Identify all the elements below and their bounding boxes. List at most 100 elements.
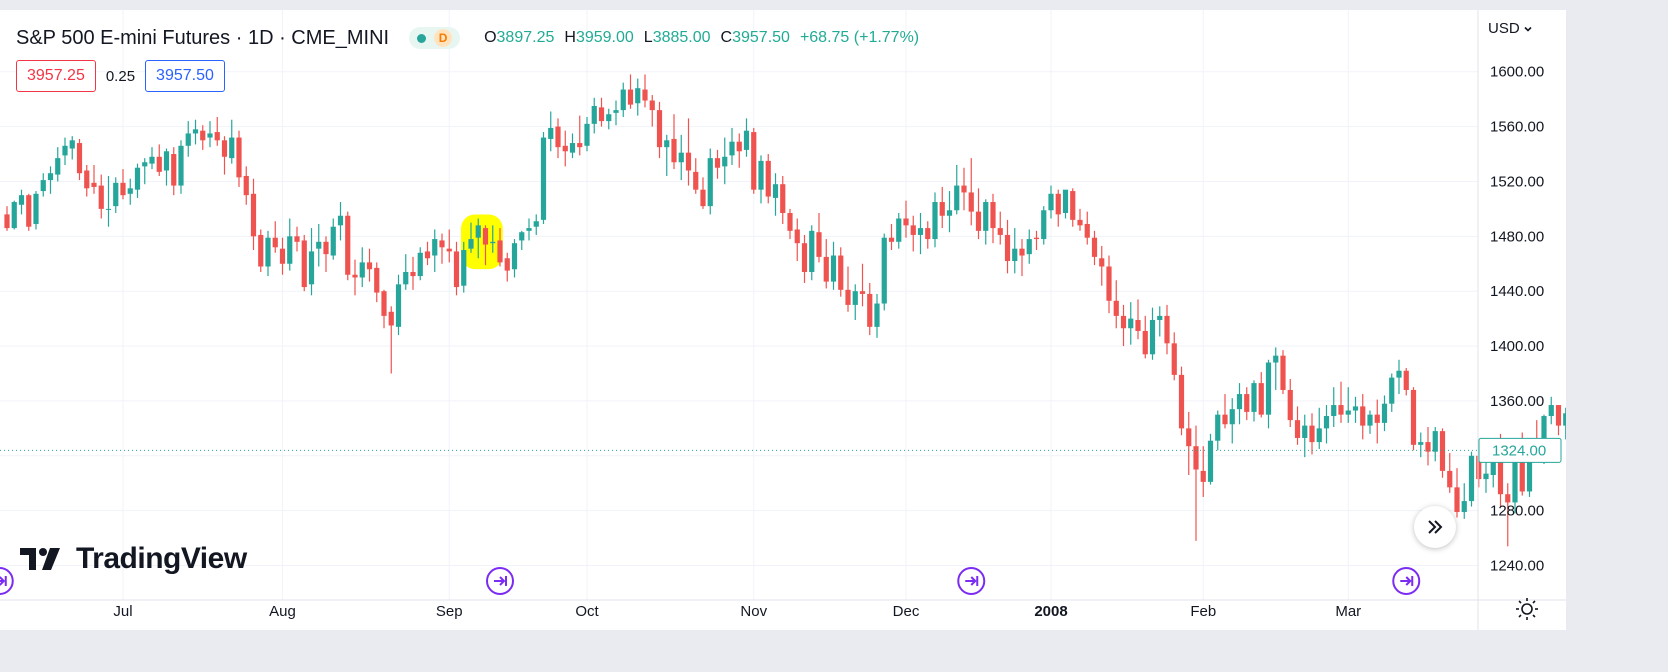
candle-body (1280, 355, 1286, 390)
candle (207, 121, 213, 148)
candle-body (1374, 414, 1380, 423)
candle-body (221, 140, 228, 157)
currency-label: USD (1488, 20, 1520, 37)
candle-body (1229, 409, 1235, 425)
candle-body (845, 289, 851, 305)
candle-body (403, 271, 409, 285)
x-tick-label: Aug (269, 603, 296, 620)
candle (635, 78, 641, 116)
candle (606, 108, 612, 130)
candle-body (801, 243, 808, 272)
candle-body (1468, 455, 1475, 502)
tradingview-logo: TradingView (20, 542, 247, 576)
candle (214, 116, 220, 146)
candle-body (1323, 416, 1330, 429)
candlestick-chart[interactable]: 1600.00 1560.00 1520.00 1480.00 1440.00 1400.… (0, 10, 1566, 630)
candle-body (1461, 501, 1467, 513)
candle-body (149, 156, 155, 164)
candle (620, 82, 626, 117)
ohlc-value: 3897.25 (496, 29, 555, 46)
candle (1548, 396, 1554, 425)
candle-body (113, 182, 119, 207)
candle (1041, 206, 1047, 245)
candle (627, 74, 634, 109)
candle (308, 228, 315, 296)
candle-body (896, 218, 902, 242)
candle (910, 215, 916, 252)
candle (446, 229, 452, 263)
currency-selector[interactable]: USD (1488, 20, 1533, 37)
candle-body (1352, 406, 1359, 411)
candle (1425, 426, 1431, 466)
x-tick-label: Sep (436, 603, 463, 620)
candle (1135, 299, 1141, 340)
candle (1070, 188, 1076, 227)
scroll-to-realtime-button[interactable] (1414, 506, 1456, 548)
candle-body (272, 237, 278, 248)
candle (294, 226, 300, 252)
candle-body (127, 188, 133, 194)
event-marker-arrow (494, 576, 507, 586)
candle-body (533, 221, 539, 227)
buy-price-button[interactable]: 3957.50 (145, 60, 225, 92)
candle-body (925, 228, 931, 240)
candle-body (374, 267, 380, 293)
candle (134, 163, 141, 198)
candle-body (1099, 258, 1105, 267)
candle-body (555, 126, 561, 148)
candle (40, 173, 46, 197)
candle (403, 254, 409, 290)
candle (780, 175, 786, 224)
candle (751, 127, 757, 194)
candle-body (656, 110, 663, 148)
candle-body (1519, 442, 1525, 492)
candle-body (178, 145, 184, 186)
candle-body (1447, 470, 1453, 488)
market-status-pill[interactable]: D (409, 27, 461, 49)
candle-body (250, 193, 257, 237)
candle (917, 213, 924, 255)
candle-body (76, 143, 83, 174)
candle-body (410, 271, 416, 277)
y-tick-label: 1480.00 (1490, 228, 1544, 245)
candle (11, 200, 17, 230)
sun-settings-icon (1516, 598, 1538, 620)
candle (852, 284, 858, 320)
grid (0, 10, 1478, 600)
candle (1062, 189, 1069, 219)
candle-body (497, 240, 503, 263)
candle-body (446, 248, 452, 252)
candle-body (417, 252, 423, 277)
y-tick-label: 1600.00 (1490, 64, 1544, 81)
x-tick-label: Dec (893, 603, 920, 620)
candle-body (1425, 442, 1431, 452)
candle-body (1244, 394, 1250, 412)
sell-price-button[interactable]: 3957.25 (16, 60, 96, 92)
candle (961, 167, 967, 211)
candle-body (265, 237, 271, 267)
candle-body (134, 167, 141, 190)
candle (1265, 359, 1272, 429)
chart-settings-button[interactable] (1514, 596, 1540, 622)
candle-body (18, 195, 25, 205)
candle-body (395, 284, 402, 327)
candle-body (345, 215, 351, 275)
candle (997, 211, 1003, 245)
candle (1157, 306, 1163, 337)
event-marker-icon (1392, 567, 1421, 595)
candle-body (852, 291, 858, 305)
candle (55, 147, 61, 182)
candle (881, 233, 887, 311)
ohlc-item: L3885.00 (644, 29, 711, 47)
candle (120, 169, 126, 200)
symbol-title[interactable]: S&P 500 E-mini Futures · 1D · CME_MINI (16, 26, 390, 49)
candle (381, 289, 387, 329)
candle (113, 177, 119, 214)
candle (1026, 229, 1032, 264)
candle (105, 175, 112, 227)
candle-body (859, 291, 866, 294)
candle-body (743, 130, 750, 150)
candle (700, 177, 706, 209)
candle (685, 118, 692, 186)
chart-area[interactable]: 1600.00 1560.00 1520.00 1480.00 1440.00 1400.… (0, 10, 1566, 630)
